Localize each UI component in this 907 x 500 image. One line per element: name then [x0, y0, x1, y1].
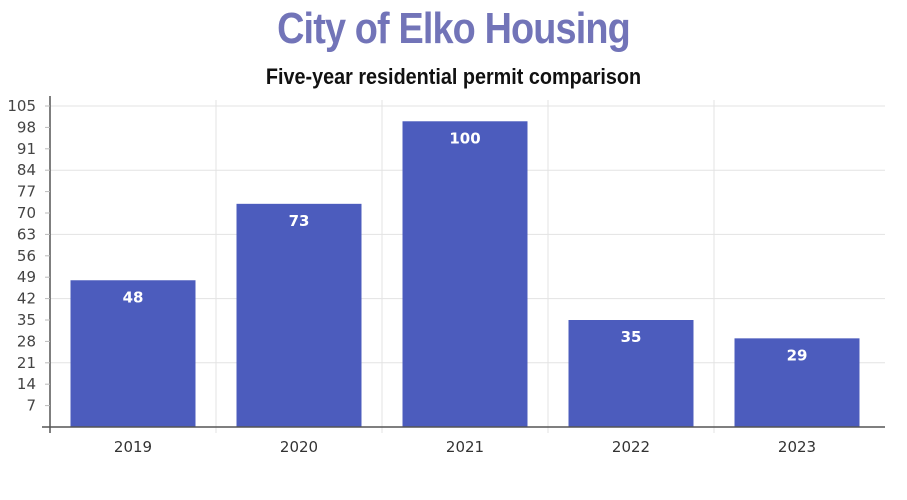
y-tick-label: 42	[17, 290, 36, 308]
bar-value-label: 48	[123, 288, 144, 306]
y-tick-label: 91	[17, 140, 36, 158]
y-tick-label: 49	[17, 268, 36, 286]
chart-title: City of Elko Housing	[277, 4, 631, 53]
y-tick-label: 56	[17, 247, 36, 265]
y-tick-label: 28	[17, 332, 36, 350]
chart-subtitle: Five-year residential permit comparison	[265, 64, 642, 89]
bar-2021[interactable]	[402, 121, 528, 428]
y-tick-label: 105	[7, 97, 36, 115]
x-axis-labels: 2019 2020 2021 2022 2023	[114, 438, 816, 456]
bar-value-label: 29	[787, 346, 808, 364]
x-tick-label: 2021	[446, 438, 484, 456]
x-tick-label: 2022	[612, 438, 650, 456]
y-tick-label: 84	[17, 161, 36, 179]
y-tick-label: 14	[17, 375, 36, 393]
bar-2022[interactable]	[568, 320, 694, 427]
y-tick-label: 35	[17, 311, 36, 329]
bar-2023[interactable]	[734, 338, 860, 427]
y-tick-label: 21	[17, 354, 36, 372]
bars: 48 73 100 35 29	[70, 121, 860, 428]
y-tick-label: 98	[17, 118, 36, 136]
axes	[42, 96, 885, 433]
y-axis-ticks: 7 14 21 28 35 42 49 56 63 70 77 84 91 98 105	[7, 97, 50, 415]
y-tick-label: 77	[17, 183, 36, 201]
y-tick-label: 63	[17, 225, 36, 243]
bar-value-label: 100	[449, 129, 480, 147]
y-tick-label: 7	[26, 397, 36, 415]
x-tick-label: 2020	[280, 438, 318, 456]
y-tick-label: 70	[17, 204, 36, 222]
bar-value-label: 35	[621, 328, 642, 346]
bar-value-label: 73	[289, 212, 310, 230]
x-tick-label: 2023	[778, 438, 816, 456]
x-tick-label: 2019	[114, 438, 152, 456]
bar-2020[interactable]	[236, 203, 362, 427]
bar-2019[interactable]	[70, 280, 196, 427]
